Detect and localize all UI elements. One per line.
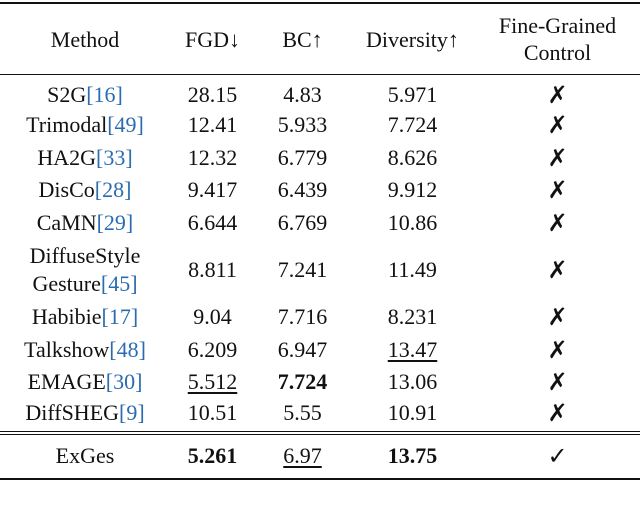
method-cell: CaMN[29] — [0, 207, 170, 240]
method-name: Trimodal — [26, 112, 108, 138]
citation: [48] — [109, 336, 146, 362]
citation: [33] — [96, 144, 133, 170]
method-cell: Habibie[17] — [0, 301, 170, 334]
fgd-cell: 8.811 — [188, 257, 237, 282]
method-name: HA2G — [37, 144, 96, 170]
method-cell: Talkshow[48] — [0, 334, 170, 367]
method-name: S2G — [47, 82, 87, 107]
header-cell: FGD↓ — [170, 2, 255, 75]
diversity-cell: 10.86 — [387, 209, 438, 235]
fgd-cell: 12.41 — [187, 112, 238, 138]
citation: [45] — [100, 271, 138, 296]
method-cell: EMAGE[30] — [0, 366, 170, 399]
method-name: Habibie — [31, 304, 102, 330]
method-cell: Trimodal[49] — [0, 109, 170, 142]
control-cell: ✗ — [547, 256, 568, 284]
header-cell: Fine-Grained Control — [475, 2, 640, 75]
control-cell: ✗ — [547, 208, 568, 237]
bc-cell: 7.716 — [277, 304, 328, 330]
bc-cell: 4.83 — [283, 82, 322, 107]
fgd-cell: 6.644 — [187, 209, 238, 235]
fgd-cell: 28.15 — [187, 82, 238, 107]
header-cell: Diversity↑ — [350, 2, 475, 75]
diversity-cell: 13.75 — [350, 430, 475, 480]
control-cell: ✗ — [547, 81, 568, 109]
control-cell: ✗ — [547, 398, 568, 427]
bc-cell: 6.947 — [277, 336, 328, 362]
citation: [49] — [107, 112, 144, 138]
method-name: Talkshow — [24, 336, 110, 362]
method-cell: HA2G[33] — [0, 142, 170, 175]
method-cell: DisCo[28] — [0, 174, 170, 207]
fgd-cell: 12.32 — [187, 144, 238, 170]
fgd-cell: 10.51 — [187, 399, 238, 425]
diversity-cell: 13.47 — [387, 336, 438, 362]
method-name: DiffSHEG — [25, 399, 120, 425]
bc-cell: 6.97 — [255, 430, 350, 480]
bc-cell: 5.55 — [283, 399, 322, 425]
method-name: DisCo — [38, 177, 95, 203]
bc-cell: 5.933 — [277, 112, 328, 138]
citation: [28] — [94, 177, 132, 203]
fgd-cell: 5.512 — [187, 369, 238, 395]
citation: [29] — [96, 209, 134, 235]
method-cell: ExGes — [0, 430, 170, 480]
control-cell: ✗ — [547, 176, 568, 205]
control-cell: ✗ — [547, 143, 568, 172]
citation: [16] — [86, 82, 123, 107]
diversity-cell: 11.49 — [388, 257, 437, 282]
diversity-cell: 13.06 — [387, 369, 438, 395]
control-cell: ✗ — [547, 111, 568, 140]
diversity-cell: 5.971 — [387, 82, 438, 107]
control-cell: ✗ — [547, 335, 568, 364]
fgd-cell: 9.417 — [187, 177, 238, 203]
control-cell: ✓ — [475, 430, 640, 480]
bc-cell: 6.439 — [277, 177, 328, 203]
header-cell: Method — [0, 2, 170, 75]
diversity-cell: 7.724 — [387, 112, 438, 138]
method-name: EMAGE — [27, 369, 106, 395]
method-cell: S2G[16] — [0, 75, 170, 110]
header-cell: BC↑ — [255, 2, 350, 75]
method-name: CaMN — [36, 209, 97, 235]
bc-cell: 6.769 — [277, 209, 328, 235]
method-name: DiffuseStyle Gesture — [29, 243, 141, 296]
diversity-cell: 9.912 — [387, 177, 438, 203]
control-cell: ✗ — [547, 368, 568, 397]
diversity-cell: 10.91 — [387, 399, 438, 425]
results-table: Method FGD↓ BC↑ Diversity↑ Fine-Grained … — [0, 2, 640, 480]
citation: [30] — [105, 369, 143, 395]
diversity-cell: 8.231 — [387, 304, 438, 330]
control-cell: ✗ — [547, 303, 568, 332]
bc-cell: 6.779 — [277, 144, 328, 170]
fgd-cell: 5.261 — [170, 430, 255, 480]
citation: [9] — [119, 399, 145, 425]
method-cell: DiffuseStyle Gesture[45] — [0, 239, 170, 301]
citation: [17] — [101, 304, 139, 330]
bc-cell: 7.241 — [277, 257, 328, 282]
method-cell: DiffSHEG[9] — [0, 399, 170, 433]
diversity-cell: 8.626 — [387, 144, 438, 170]
fgd-cell: 6.209 — [187, 336, 238, 362]
bc-cell: 7.724 — [277, 369, 328, 395]
fgd-cell: 9.04 — [193, 304, 232, 330]
